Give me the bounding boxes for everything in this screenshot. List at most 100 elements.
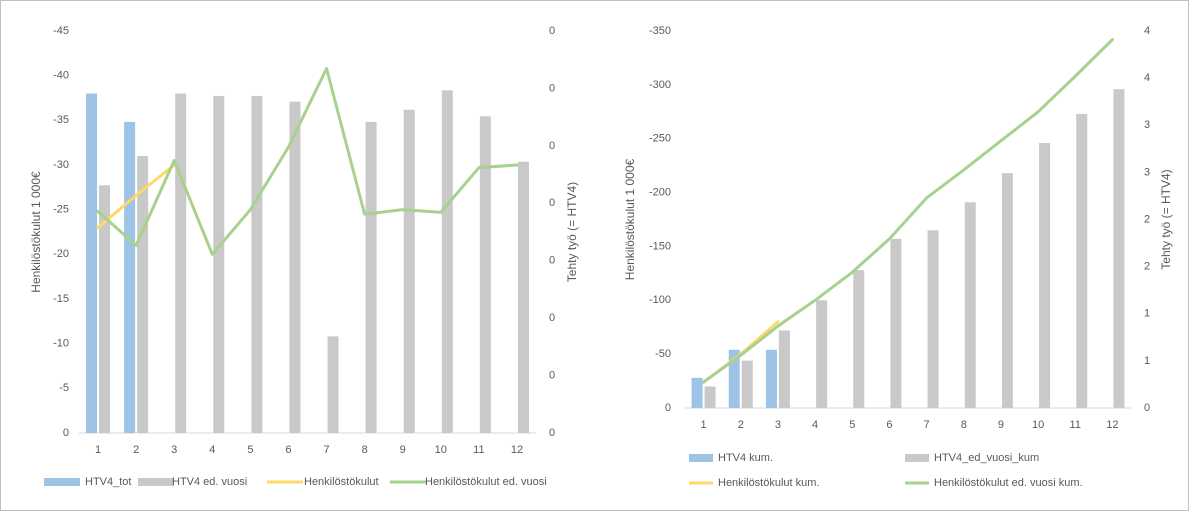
x-tick-label: 12 (1106, 419, 1118, 431)
y-tick-label: -200 (649, 186, 671, 198)
bar-htv4-ed-vuosi-kum (890, 238, 902, 408)
line-henkil-st-kulut-ed-vuosi-kum- (702, 38, 1114, 384)
bar-htv4-kum- (691, 377, 703, 408)
x-tick-label: 9 (400, 444, 406, 456)
x-tick-label: 2 (738, 419, 744, 431)
bar-htv4-ed-vuosi (175, 93, 187, 434)
x-tick-label: 8 (362, 444, 368, 456)
legend-label: Henkilöstökulut ed. vuosi (425, 476, 547, 488)
y2-tick-label: 3 (1144, 119, 1150, 131)
y2-tick-label: 1 (1144, 355, 1150, 367)
bar-htv4-ed-vuosi (365, 121, 377, 433)
y-tick-label: -100 (649, 294, 671, 306)
y-tick-label: 0 (665, 402, 671, 414)
legend-label: Henkilöstökulut (304, 476, 379, 488)
bar-htv4-ed-vuosi-kum (816, 300, 828, 408)
y-tick-label: -35 (53, 114, 69, 126)
bar-htv4-ed-vuosi (327, 336, 339, 433)
y2-axis-title: Tehty työ (= HTV4) (565, 182, 579, 282)
bar-htv4-ed-vuosi (441, 90, 453, 433)
legend-label: HTV4_tot (85, 476, 131, 488)
x-tick-label: 8 (961, 419, 967, 431)
legend-swatch (905, 454, 929, 462)
legend-label: HTV4 kum. (718, 452, 773, 464)
bar-htv4-ed-vuosi-kum (1039, 143, 1051, 408)
y2-tick-label: 0 (549, 427, 555, 439)
y-tick-label: -30 (53, 159, 69, 171)
bar-htv4-ed-vuosi-kum (704, 386, 716, 408)
y2-tick-label: 0 (549, 255, 555, 267)
y-tick-label: 0 (63, 427, 69, 439)
y2-tick-label: 0 (549, 197, 555, 209)
x-tick-label: 3 (775, 419, 781, 431)
bar-htv4-ed-vuosi-kum (778, 330, 790, 408)
y2-axis-title: Tehty työ (= HTV4) (1159, 169, 1173, 269)
x-tick-label: 11 (473, 444, 484, 456)
x-tick-label: 9 (998, 419, 1004, 431)
x-tick-label: 5 (849, 419, 855, 431)
bar-htv4-ed-vuosi-kum (927, 230, 939, 408)
legend-label: Henkilöstökulut kum. (718, 477, 820, 489)
y-tick-label: -25 (53, 204, 69, 216)
x-tick-label: 4 (812, 419, 818, 431)
y-tick-label: -300 (649, 79, 671, 91)
x-tick-label: 11 (1070, 419, 1081, 431)
y2-tick-label: 4 (1144, 72, 1150, 84)
legend-swatch (689, 454, 713, 462)
y2-tick-label: 0 (549, 82, 555, 94)
y-tick-label: -350 (649, 25, 671, 37)
y-tick-label: -250 (649, 133, 671, 145)
x-tick-label: 5 (247, 444, 253, 456)
bar-htv4-ed-vuosi-kum (964, 202, 976, 408)
bar-htv4-ed-vuosi-kum (1076, 113, 1088, 408)
bar-htv4-ed-vuosi (479, 116, 491, 433)
y-axis-title: Henkilöstökulut 1 000€ (29, 171, 43, 293)
y2-tick-label: 0 (549, 369, 555, 381)
legend-swatch (44, 478, 80, 486)
y-tick-label: -5 (59, 382, 69, 394)
bar-htv4-ed-vuosi (99, 185, 111, 433)
x-tick-label: 12 (511, 444, 523, 456)
bar-htv4-kum- (765, 349, 777, 408)
x-tick-label: 1 (95, 444, 101, 456)
legend-label: HTV4_ed_vuosi_kum (934, 452, 1039, 464)
x-tick-label: 7 (323, 444, 329, 456)
x-tick-label: 2 (133, 444, 139, 456)
x-tick-label: 4 (209, 444, 215, 456)
bar-htv4-ed-vuosi-kum (741, 360, 753, 408)
bar-htv4-ed-vuosi (251, 95, 263, 433)
bar-htv4-ed-vuosi (213, 95, 225, 433)
legend-swatch (138, 478, 174, 486)
legend-label: HTV4 ed. vuosi (172, 476, 247, 488)
line-henkil-st-kulut (96, 163, 176, 230)
bar-htv4-ed-vuosi (137, 156, 149, 434)
y2-tick-label: 1 (1144, 308, 1150, 320)
x-tick-label: 3 (171, 444, 177, 456)
line-henkil-st-kulut-ed-vuosi (96, 67, 519, 256)
y2-tick-label: 2 (1144, 261, 1150, 273)
y2-tick-label: 3 (1144, 166, 1150, 178)
bar-htv4-kum- (728, 349, 740, 408)
bar-htv4-ed-vuosi-kum (1113, 89, 1125, 408)
x-tick-label: 10 (435, 444, 447, 456)
bar-htv4-ed-vuosi-kum (853, 270, 865, 408)
bar-htv4-ed-vuosi (517, 161, 529, 433)
bar-htv4-ed-vuosi-kum (1001, 173, 1013, 408)
bar-htv4-tot (124, 121, 136, 433)
x-tick-label: 7 (924, 419, 930, 431)
y-tick-label: -50 (655, 348, 671, 360)
y-tick-label: -45 (53, 25, 69, 37)
y-tick-label: -20 (53, 248, 69, 260)
y-tick-label: -40 (53, 70, 69, 82)
x-tick-label: 6 (886, 419, 892, 431)
y2-tick-label: 0 (1144, 402, 1150, 414)
legend-label: Henkilöstökulut ed. vuosi kum. (934, 477, 1083, 489)
x-tick-label: 1 (701, 419, 707, 431)
y-tick-label: -15 (53, 293, 69, 305)
y2-tick-label: 0 (549, 25, 555, 37)
x-tick-label: 10 (1032, 419, 1044, 431)
y2-tick-label: 0 (549, 140, 555, 152)
bar-htv4-ed-vuosi (289, 101, 301, 434)
